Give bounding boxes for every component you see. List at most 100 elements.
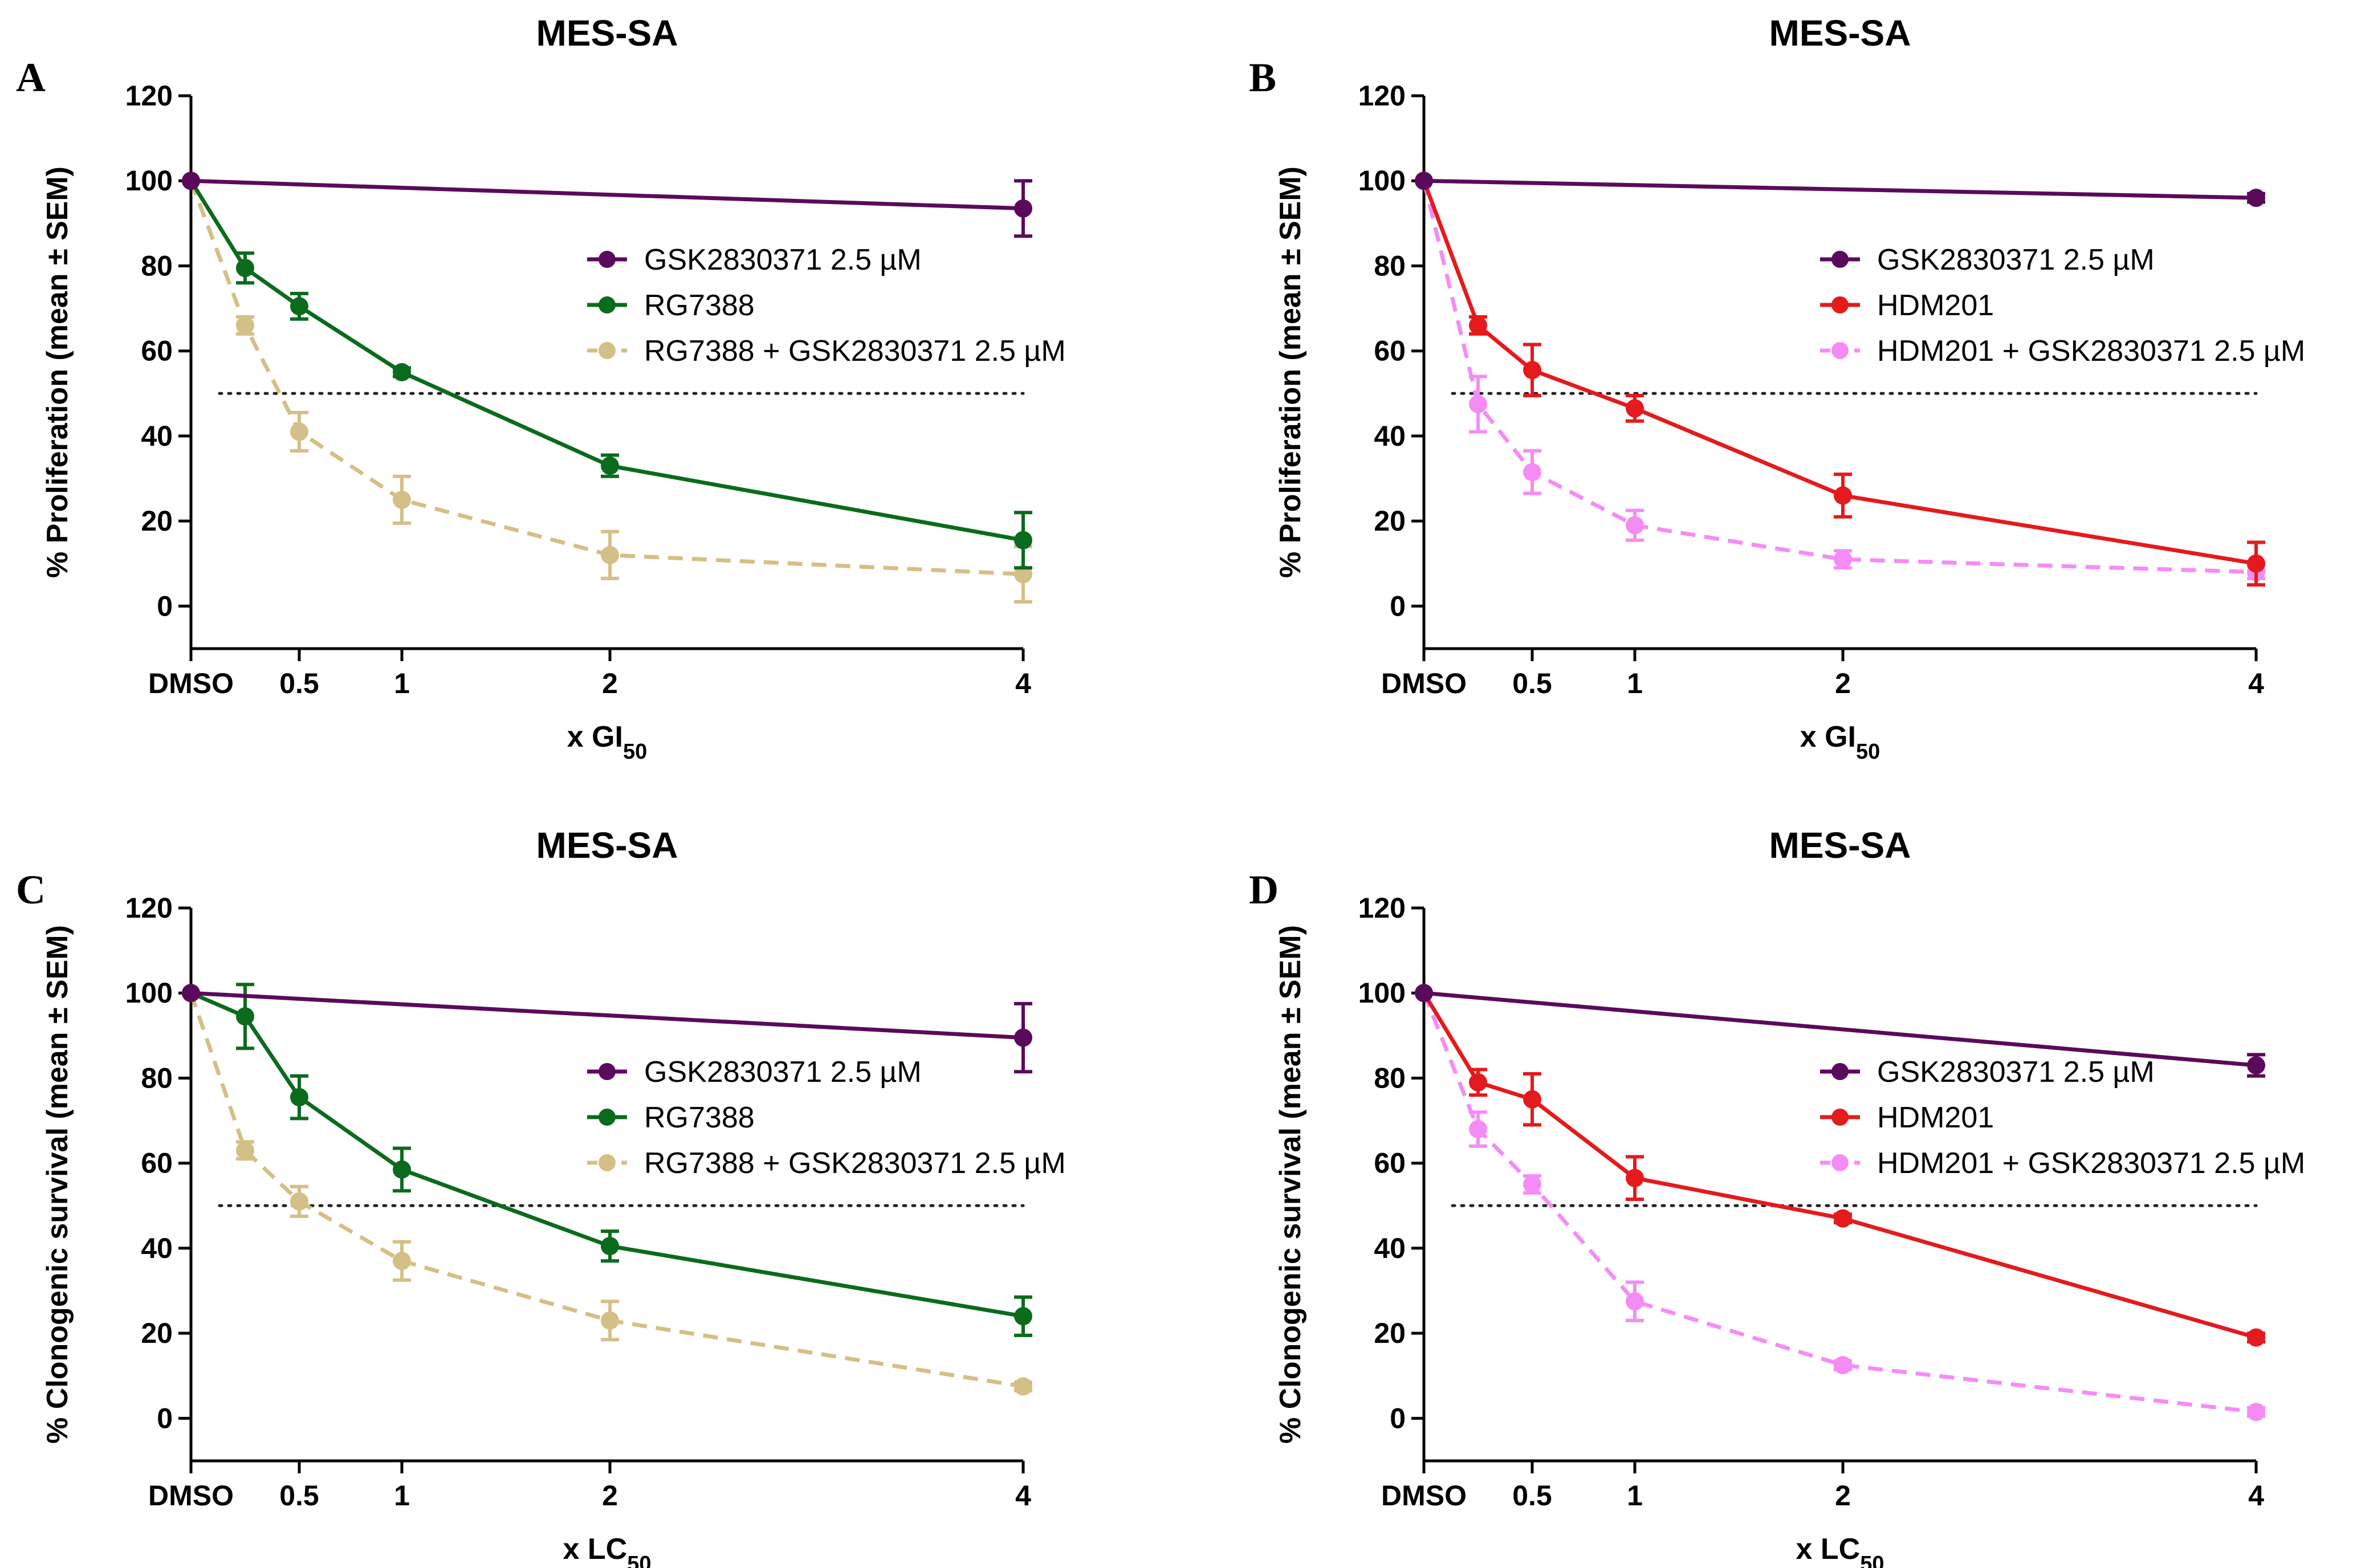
data-point bbox=[1014, 531, 1032, 549]
y-tick-label: 80 bbox=[1374, 250, 1406, 282]
data-point bbox=[1415, 172, 1433, 190]
data-point bbox=[1523, 361, 1541, 380]
data-point bbox=[1014, 199, 1032, 218]
x-axis-title: x GI50 bbox=[567, 720, 648, 764]
data-point bbox=[182, 172, 200, 190]
data-point bbox=[1014, 1307, 1032, 1326]
legend-label: GSK2830371 2.5 µM bbox=[644, 243, 922, 276]
y-tick-label: 80 bbox=[141, 250, 173, 282]
legend-swatch-marker bbox=[599, 1154, 616, 1171]
y-tick-label: 40 bbox=[1374, 1232, 1406, 1264]
series-line bbox=[1423, 991, 2257, 1068]
chart-panel-d: D MES-SA 0 20 40 60 80 100 120 DMSO 0.5 1 2 4 x LC50 % … bbox=[1249, 825, 2305, 1568]
legend-label: RG7388 bbox=[644, 289, 755, 322]
data-point bbox=[1626, 516, 1644, 535]
x-tick-label: 2 bbox=[602, 667, 618, 699]
chart-panel-c: C MES-SA 0 20 40 60 80 100 120 DMSO 0.5 1 2 4 x LC50 % … bbox=[16, 825, 1066, 1568]
y-tick-label: 0 bbox=[1390, 590, 1406, 622]
x-tick-label: 1 bbox=[394, 667, 410, 699]
series-line bbox=[189, 992, 1024, 1388]
x-axis-title: x GI50 bbox=[1800, 720, 1880, 764]
data-point bbox=[393, 363, 411, 381]
data-point bbox=[290, 422, 308, 441]
x-axis-title-subscript: 50 bbox=[1856, 740, 1880, 764]
data-point bbox=[601, 1237, 619, 1256]
legend-swatch-marker bbox=[599, 1109, 616, 1126]
legend-swatch-marker bbox=[1831, 296, 1849, 313]
x-tick-label: DMSO bbox=[1381, 1480, 1467, 1512]
x-axis-title-subscript: 50 bbox=[1860, 1552, 1884, 1568]
x-axis-title: x LC50 bbox=[1796, 1533, 1884, 1568]
series-1 bbox=[182, 172, 1032, 570]
data-point bbox=[1014, 1377, 1032, 1396]
series-2 bbox=[1415, 984, 2265, 1422]
data-point bbox=[1014, 1028, 1032, 1047]
chart-panel-b: B MES-SA 0 20 40 60 80 100 120 DMSO 0.5 1 2 4 x GI50 % … bbox=[1249, 13, 2305, 764]
data-point bbox=[236, 316, 254, 335]
series-1 bbox=[1415, 172, 2265, 587]
y-tick-label: 60 bbox=[1374, 335, 1406, 367]
data-point bbox=[1626, 1292, 1644, 1311]
y-tick-label: 20 bbox=[141, 1317, 173, 1349]
legend-swatch-marker bbox=[1831, 251, 1849, 268]
legend-swatch-marker bbox=[1831, 1109, 1849, 1126]
legend-swatch-marker bbox=[599, 251, 616, 268]
data-point bbox=[1469, 394, 1487, 413]
y-tick-label: 20 bbox=[1374, 1317, 1406, 1349]
series-line bbox=[1422, 992, 2257, 1339]
y-axis-title: % Proliferation (mean ± SEM) bbox=[41, 166, 74, 578]
x-tick-label: DMSO bbox=[148, 667, 234, 699]
y-tick-label: 40 bbox=[1374, 420, 1406, 452]
x-tick-label: 0.5 bbox=[1512, 1480, 1552, 1512]
y-tick-label: 60 bbox=[141, 1147, 173, 1179]
legend-swatch-marker bbox=[1831, 1063, 1849, 1080]
data-point bbox=[1469, 1073, 1487, 1092]
x-tick-label: 4 bbox=[2248, 1480, 2264, 1512]
chart-panel-a: A MES-SA 0 20 40 60 80 100 120 DMSO 0.5 1 2 4 x GI50 % … bbox=[16, 13, 1066, 764]
legend-label: GSK2830371 2.5 µM bbox=[1877, 243, 2155, 276]
data-point bbox=[1469, 316, 1487, 335]
data-point bbox=[393, 1252, 411, 1270]
legend-label: GSK2830371 2.5 µM bbox=[644, 1056, 922, 1089]
series-2 bbox=[182, 984, 1032, 1396]
legend-label: HDM201 + GSK2830371 2.5 µM bbox=[1877, 335, 2305, 368]
data-point bbox=[1523, 1175, 1541, 1194]
series-line bbox=[190, 991, 1024, 1318]
series-line bbox=[1423, 178, 2257, 200]
legend-swatch-marker bbox=[599, 1063, 616, 1080]
data-point bbox=[393, 1160, 411, 1179]
legend-label: GSK2830371 2.5 µM bbox=[1877, 1056, 2155, 1089]
x-tick-label: 2 bbox=[1835, 1480, 1851, 1512]
data-point bbox=[2247, 189, 2265, 207]
panel-letter: D bbox=[1249, 867, 1279, 913]
data-point bbox=[1014, 565, 1032, 584]
legend-swatch-marker bbox=[1831, 1154, 1849, 1171]
series-2 bbox=[182, 172, 1032, 604]
x-axis-title-subscript: 50 bbox=[623, 740, 647, 764]
series-0 bbox=[182, 172, 1032, 238]
series-0 bbox=[182, 984, 1032, 1074]
data-point bbox=[1626, 399, 1644, 418]
data-point bbox=[1469, 1120, 1487, 1138]
x-axis-title-subscript: 50 bbox=[627, 1552, 651, 1568]
y-tick-label: 60 bbox=[141, 335, 173, 367]
data-point bbox=[601, 457, 619, 475]
chart-title: MES-SA bbox=[536, 13, 678, 54]
legend-label: HDM201 + GSK2830371 2.5 µM bbox=[1877, 1147, 2305, 1180]
data-point bbox=[290, 297, 308, 316]
data-point bbox=[601, 1311, 619, 1330]
x-tick-label: DMSO bbox=[1381, 667, 1467, 699]
y-tick-label: 80 bbox=[1374, 1062, 1406, 1094]
y-axis-title: % Clonogenic survival (mean ± SEM) bbox=[41, 925, 74, 1444]
y-tick-label: 100 bbox=[125, 165, 173, 197]
y-tick-label: 100 bbox=[1358, 165, 1406, 197]
data-point bbox=[1834, 486, 1852, 505]
y-tick-label: 40 bbox=[141, 1232, 173, 1264]
legend-swatch-marker bbox=[599, 296, 616, 313]
data-point bbox=[2247, 1403, 2265, 1422]
series-line bbox=[190, 991, 1024, 1040]
legend-label: HDM201 bbox=[1877, 1101, 1994, 1134]
y-tick-label: 40 bbox=[141, 420, 173, 452]
chart-title: MES-SA bbox=[1769, 13, 1911, 54]
